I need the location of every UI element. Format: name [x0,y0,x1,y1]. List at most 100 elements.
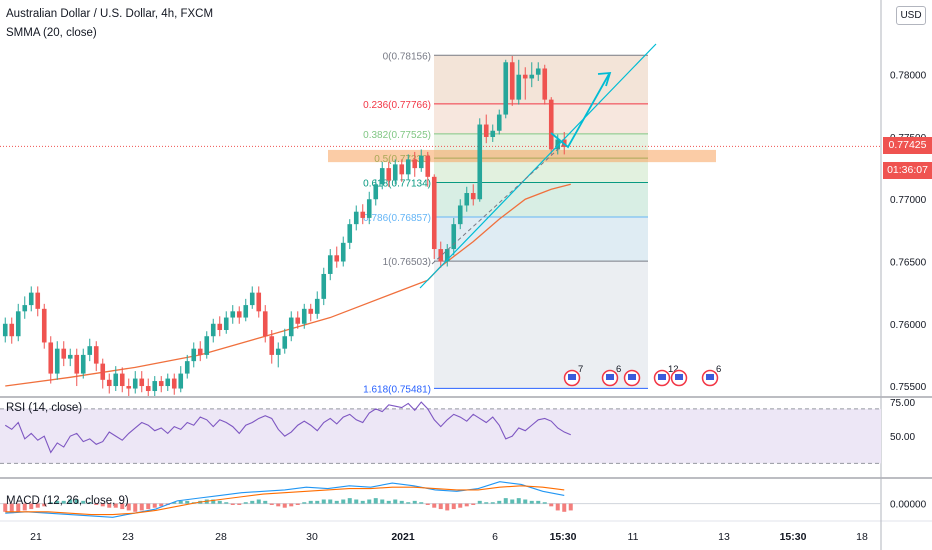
candle-body [535,68,541,75]
macd-tick-label: 0.00000 [890,500,927,511]
macd-histogram-bar [445,503,450,511]
macd-histogram-bar [464,503,469,507]
last-price-label: 0.77425 [883,137,932,154]
macd-histogram-bar [308,500,313,504]
macd-histogram-bar [412,500,417,504]
candle-body [197,348,203,355]
candle-body [67,354,73,359]
flag-canton [606,374,614,380]
macd-histogram-bar [302,502,307,504]
candle-body [158,381,164,387]
macd-histogram-bar [211,499,216,504]
candle-body [262,311,268,337]
macd-histogram-bar [120,503,125,510]
macd-legend: MACD (12, 26, close, 9) [6,495,129,507]
candle-body [470,193,476,200]
macd-histogram-bar [393,499,398,504]
macd-histogram-bar [35,503,40,508]
time-tick-label: 18 [856,531,868,543]
macd-histogram-bar [529,500,534,504]
candle-body [288,317,294,337]
fib-level-label: 0.382(0.77525) [363,130,431,141]
fib-zone [434,182,648,218]
macd-histogram-bar [133,503,138,512]
rsi-line [4,401,571,454]
macd-histogram-bar [347,498,352,504]
time-tick-label: 13 [718,531,730,543]
macd-histogram-bar [536,500,541,504]
candle-body [41,308,47,343]
macd-histogram-bar [16,503,21,512]
candle-body [119,373,125,387]
time-tick-label: 11 [628,531,639,543]
fib-level-label: 1(0.76503) [383,257,431,268]
time-tick-label: 2021 [391,531,415,543]
candle-body [496,114,502,131]
macd-histogram-bar [217,500,222,504]
flag-canton [568,374,576,380]
macd-histogram-bar [87,502,92,504]
candle-body [425,155,431,177]
candle-body [165,378,171,387]
macd-histogram-bar [152,503,157,508]
macd-histogram-bar [146,503,151,510]
flag-canton [706,374,714,380]
macd-histogram-bar [490,502,495,504]
fib-level-label: 0.618(0.77134) [363,179,431,190]
macd-histogram-bar [568,503,573,511]
candle-body [113,373,119,387]
macd-histogram-bar [263,500,268,504]
candle-body [386,168,392,181]
candle-body [516,74,522,100]
flag-canton [628,374,636,380]
time-tick-label: 6 [492,531,498,543]
candle-body [9,323,15,337]
symbol-title: Australian Dollar / U.S. Dollar, 4h, FXC… [6,8,214,20]
candle-body [483,124,489,137]
macd-histogram-bar [68,499,73,504]
countdown-label: 01:36:07 [883,162,932,179]
macd-histogram-bar [269,503,274,505]
macd-histogram-bar [230,503,235,505]
macd-histogram-bar [100,503,105,507]
macd-histogram-bar [61,500,66,504]
candle-body [509,62,515,100]
candle-body [282,336,288,349]
candle-body [399,164,405,175]
trendline-dashed [431,141,567,265]
candle-body [522,74,528,79]
candle-body [347,224,353,243]
rsi-tick-label: 50.00 [890,432,915,443]
candle-body [275,348,281,355]
arrow-head [597,71,612,87]
macd-histogram-bar [458,503,463,508]
trendline [419,43,657,289]
macd-histogram-bar [334,500,339,504]
candle-body [353,211,359,225]
candle-body [126,386,132,389]
candle-body [340,242,346,262]
macd-histogram-bar [94,503,99,505]
candle-body [48,342,54,374]
candle-body [366,199,372,218]
macd-histogram-bar [250,500,255,504]
event-count: 7 [578,364,583,375]
candle-body [321,273,327,299]
currency-selector[interactable]: USD [896,6,926,25]
time-tick-label: 15:30 [550,531,577,543]
macd-histogram-bar [29,503,34,510]
candle-body [269,336,275,355]
candle-body [457,205,463,225]
macd-histogram-bar [523,499,528,504]
candle-body [54,348,60,374]
macd-histogram-bar [406,502,411,504]
macd-histogram-bar [354,499,359,504]
macd-histogram-bar [341,499,346,504]
candle-body [301,308,307,324]
macd-histogram-bar [516,498,521,504]
fib-level-label: 1.618(0.75481) [363,384,431,395]
candle-body [217,323,223,330]
candle-body [360,211,366,218]
candle-body [35,292,41,309]
